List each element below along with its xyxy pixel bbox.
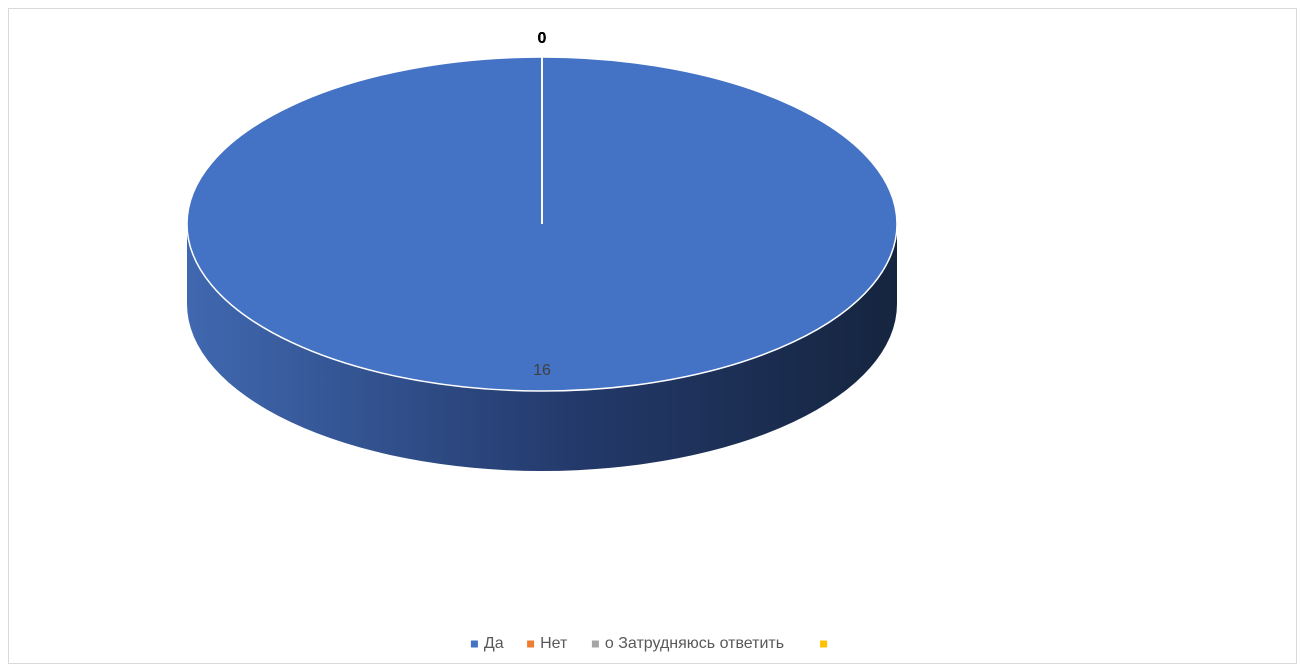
legend-swatch	[591, 640, 599, 648]
data-label: 16	[533, 362, 551, 379]
legend-swatch	[820, 640, 828, 648]
legend-swatch	[527, 640, 535, 648]
legend-label: о Затрудняюсь ответить	[605, 635, 784, 652]
legend-swatch	[470, 640, 478, 648]
legend-label: Нет	[540, 635, 568, 652]
data-label: 0	[538, 30, 547, 47]
pie-side	[187, 224, 897, 471]
legend-label: Да	[484, 635, 504, 652]
data-label: 0	[538, 30, 547, 47]
data-label: 0	[538, 30, 547, 47]
